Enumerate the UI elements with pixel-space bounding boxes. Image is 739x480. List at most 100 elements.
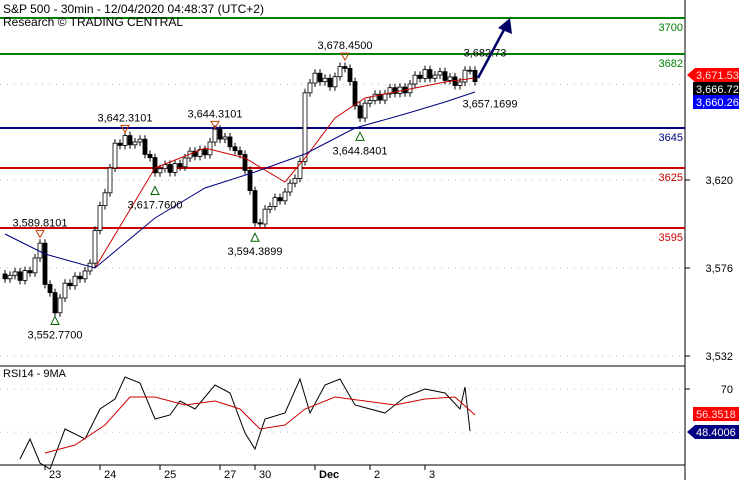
- candle: [112, 142, 118, 169]
- candle: [57, 297, 63, 314]
- resistance-marker-icon: [35, 229, 45, 239]
- candle: [67, 282, 73, 287]
- annotation-label: 3,589.8101: [12, 217, 67, 229]
- candle: [287, 182, 293, 193]
- candle: [262, 208, 268, 225]
- ma-fast-line: [94, 77, 476, 269]
- candle: [97, 205, 103, 231]
- candle: [327, 77, 333, 88]
- candle: [457, 81, 463, 86]
- price-tag-bg: [693, 95, 739, 109]
- candle: [42, 242, 48, 285]
- candle: [442, 71, 448, 81]
- level-label: 3700: [659, 22, 683, 34]
- candle: [77, 275, 83, 280]
- annotation-label: 3,682.73: [464, 48, 507, 60]
- candle: [107, 167, 113, 194]
- candle: [282, 191, 288, 202]
- support-marker-icon: [150, 185, 160, 195]
- candle: [247, 169, 253, 191]
- candle: [52, 292, 58, 314]
- candle: [317, 72, 323, 83]
- chart-source: Research © TRADING CENTRAL: [3, 15, 183, 29]
- support-marker-icon: [50, 315, 60, 325]
- candle: [122, 135, 128, 146]
- annotation-label: 3,678.4500: [317, 40, 372, 52]
- candle: [277, 197, 283, 202]
- candle: [137, 138, 143, 143]
- candle: [142, 138, 148, 155]
- rsi-tick-label: 70: [721, 384, 733, 396]
- candle: [162, 164, 168, 170]
- candle: [72, 275, 78, 287]
- price-tag: 3,671.53: [696, 70, 739, 82]
- candle: [7, 274, 13, 280]
- candle: [422, 69, 428, 79]
- candle: [292, 177, 298, 184]
- resistance-marker-icon: [340, 52, 350, 62]
- y-tick-label: 3,576: [705, 263, 733, 275]
- candle: [362, 102, 368, 119]
- candle: [322, 77, 328, 83]
- candle: [352, 81, 358, 107]
- candle: [102, 192, 108, 207]
- candle: [417, 74, 423, 79]
- y-tick-label: 3,620: [705, 175, 733, 187]
- candle: [172, 163, 178, 173]
- candle: [472, 70, 478, 83]
- candle: [222, 136, 228, 140]
- annotation-label: 3,644.3101: [187, 108, 242, 120]
- candle: [177, 163, 183, 168]
- x-tick-label: 24: [104, 469, 116, 480]
- candle: [17, 271, 23, 281]
- level-label: 3595: [659, 232, 683, 244]
- candle: [257, 222, 263, 225]
- candle: [382, 93, 388, 101]
- rsi-line: [19, 376, 471, 470]
- rsi-title: RSI14 - 9MA: [3, 368, 66, 380]
- candle: [462, 69, 468, 83]
- candle: [272, 197, 278, 207]
- candle: [47, 283, 53, 293]
- x-tick-label: 23: [49, 469, 61, 480]
- forecast-arrow: [476, 25, 508, 79]
- candle: [12, 271, 18, 276]
- annotation-label: 3,644.8401: [332, 145, 387, 157]
- annotation-label: 3,594.3899: [227, 246, 282, 258]
- chart-title: S&P 500 - 30min - 12/04/2020 04:48:37 (U…: [3, 2, 264, 16]
- candle: [427, 69, 433, 79]
- price-tag-bg: [687, 68, 739, 82]
- x-tick-label: 30: [259, 469, 271, 480]
- candle: [212, 128, 218, 143]
- rsi-tag: 48.4006: [696, 427, 736, 439]
- price-tag: 3,660.26: [696, 97, 739, 109]
- candle: [92, 229, 98, 264]
- candle: [267, 205, 273, 210]
- candle: [242, 154, 248, 171]
- price-tag-bg: [693, 82, 739, 96]
- level-label: 3682: [659, 58, 683, 70]
- rsi-ma-line: [44, 396, 476, 454]
- x-tick-label: 25: [164, 469, 176, 480]
- candle: [217, 128, 223, 140]
- annotation-label: 3,657.1699: [462, 99, 517, 111]
- candle: [227, 136, 233, 148]
- candle: [117, 142, 123, 146]
- candle: [2, 273, 8, 280]
- support-marker-icon: [355, 131, 365, 141]
- candle: [237, 150, 243, 155]
- candle: [432, 74, 438, 79]
- candle: [27, 270, 33, 274]
- candle: [82, 270, 88, 280]
- resistance-marker-icon: [210, 120, 220, 130]
- candle: [127, 135, 133, 146]
- candle: [202, 149, 208, 156]
- candle: [437, 71, 443, 76]
- candle: [377, 93, 383, 101]
- candle: [192, 150, 198, 157]
- candle: [342, 66, 348, 69]
- ma-slow-line: [4, 91, 476, 269]
- resistance-marker-icon: [120, 124, 130, 134]
- level-label: 3645: [659, 132, 683, 144]
